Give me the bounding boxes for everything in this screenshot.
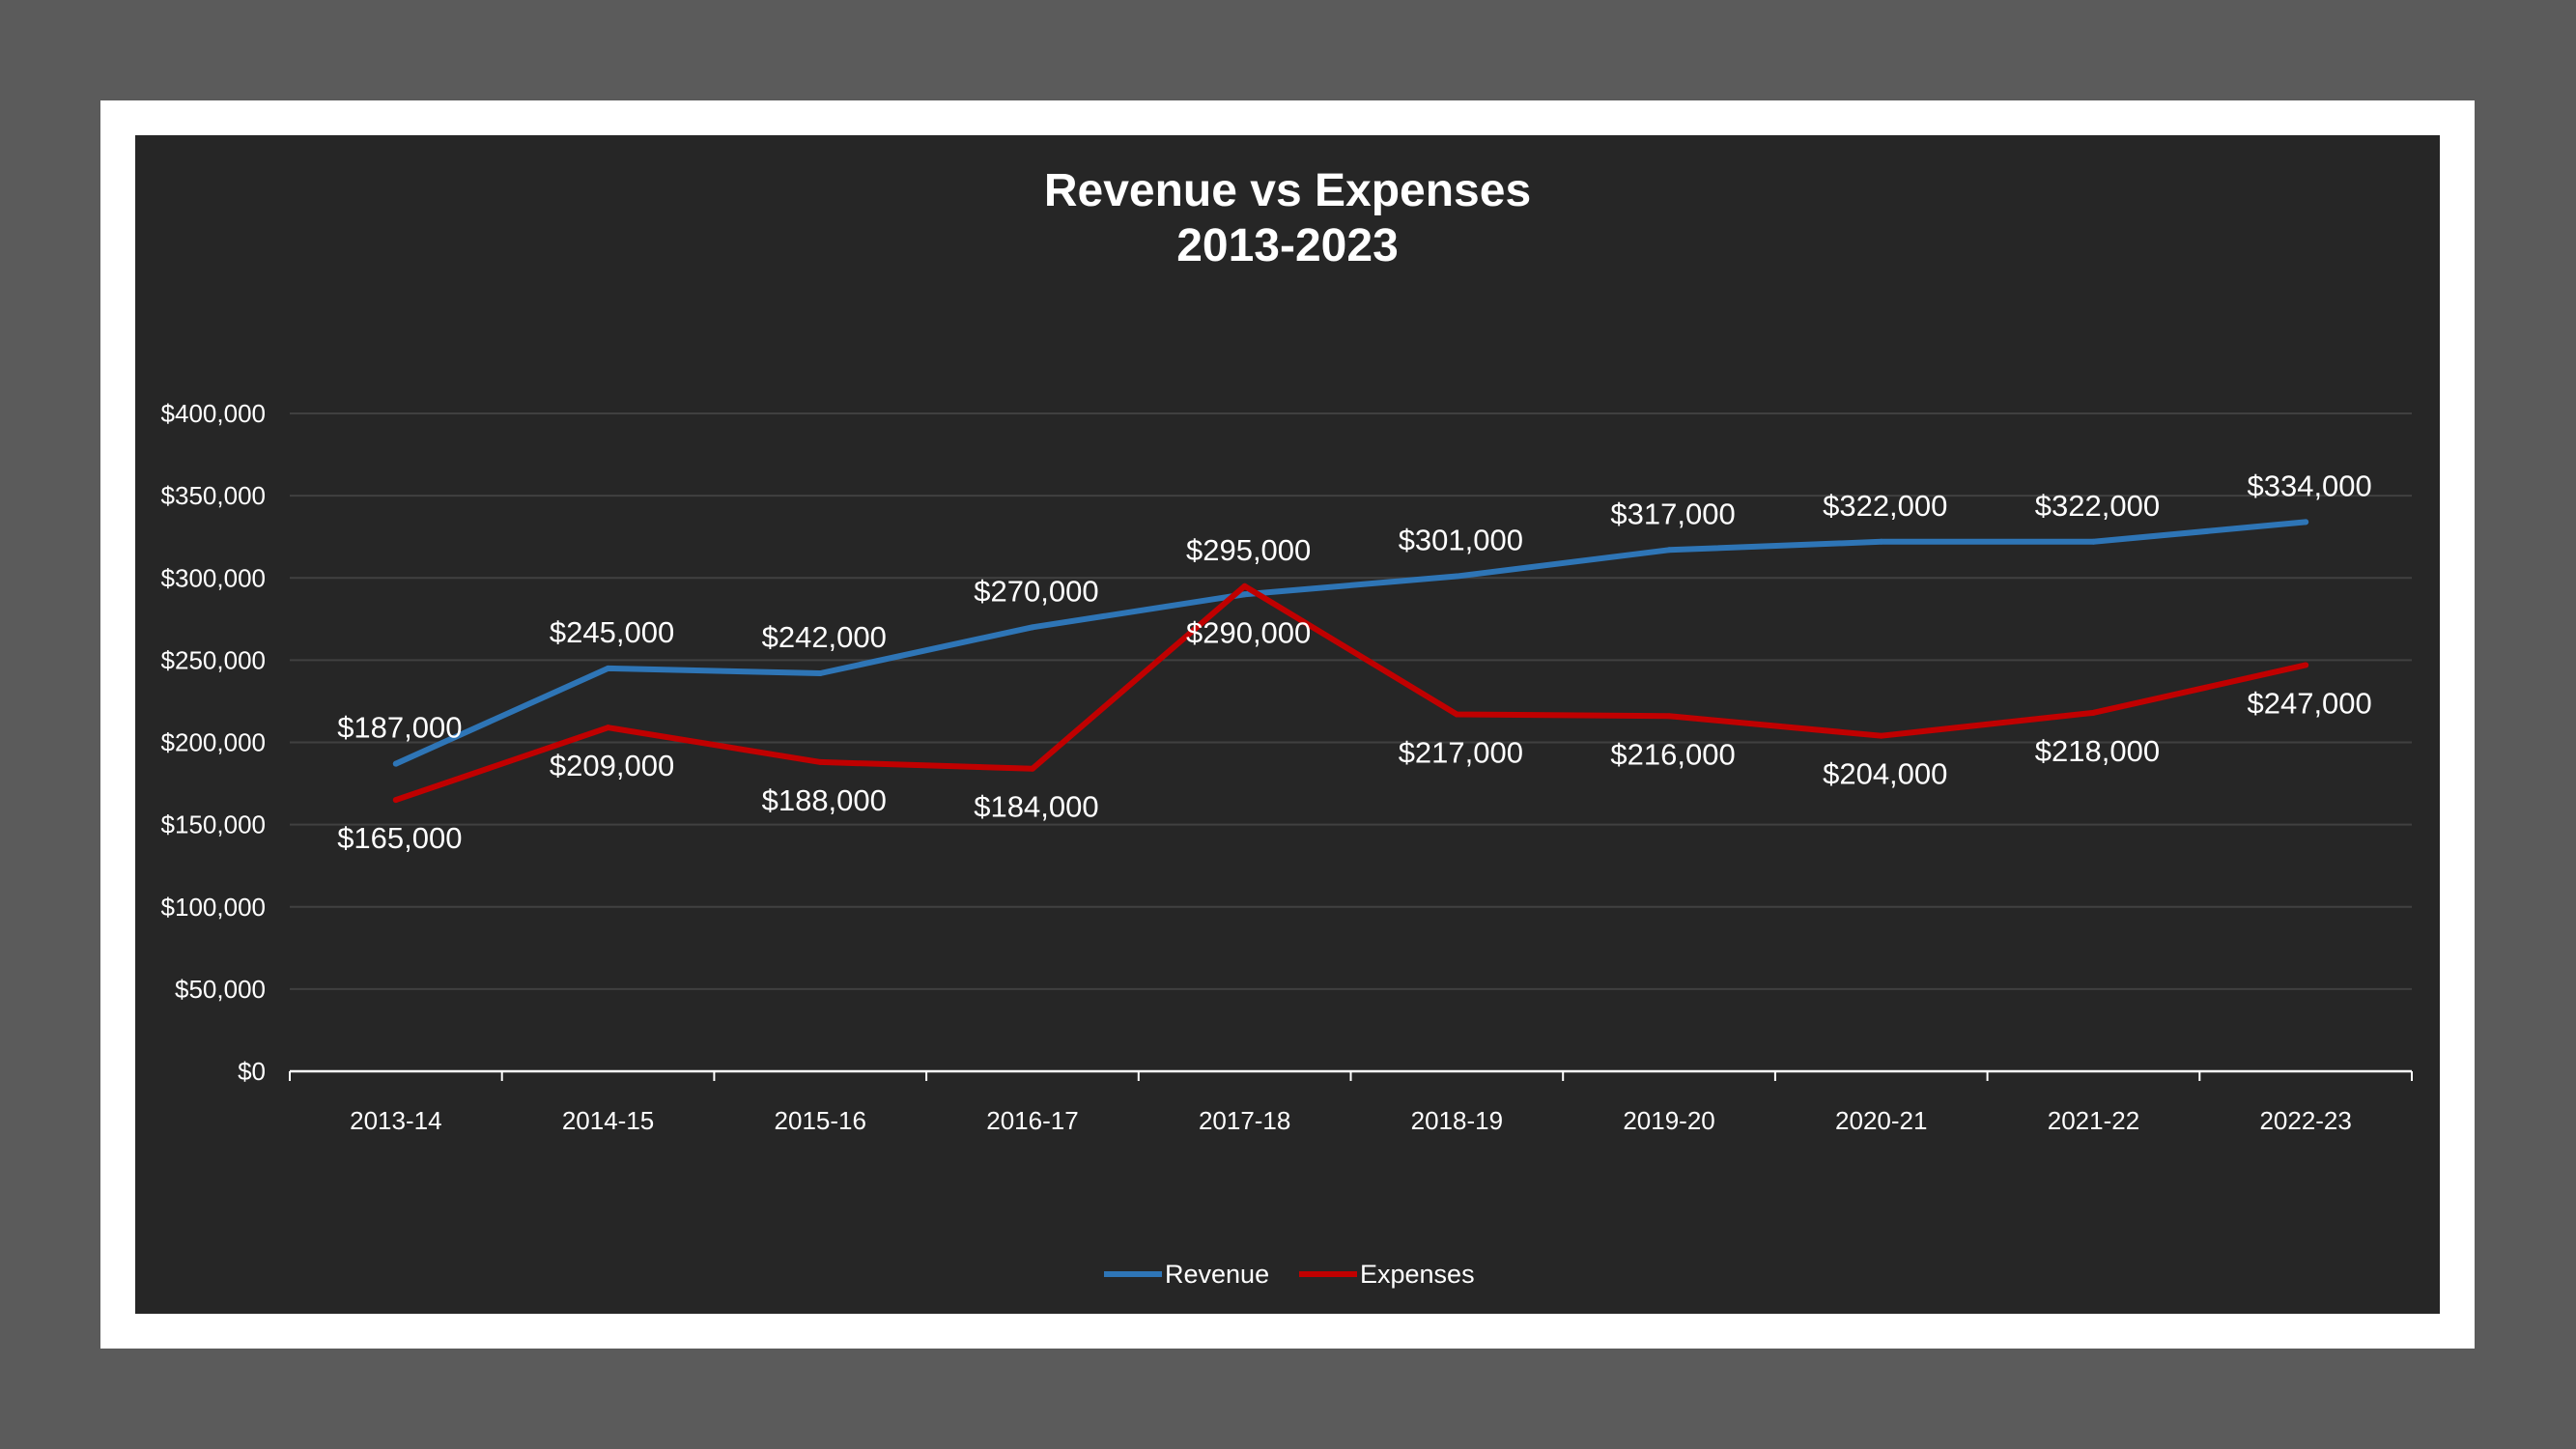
legend-item-expenses: Expenses <box>1299 1260 1475 1289</box>
expenses-point <box>1878 732 1884 739</box>
y-tick-label: $250,000 <box>161 645 266 674</box>
gridlines <box>290 412 2412 990</box>
expenses-data-label: $216,000 <box>1610 737 1735 771</box>
series-line-revenue <box>392 519 2309 767</box>
expenses-data-label: $165,000 <box>337 821 462 855</box>
legend-label: Expenses <box>1360 1260 1475 1289</box>
expenses-point <box>1029 765 1035 772</box>
expenses-point <box>392 797 399 804</box>
revenue-point <box>1878 538 1884 545</box>
series-lines <box>392 519 2309 804</box>
legend-label: Revenue <box>1165 1260 1269 1289</box>
revenue-data-label: $187,000 <box>337 711 462 745</box>
chart-title-line2: 2013-2023 <box>1176 220 1399 271</box>
revenue-point <box>2303 519 2309 526</box>
expenses-point <box>1454 711 1460 718</box>
y-tick-label: $150,000 <box>161 810 266 839</box>
revenue-point <box>1666 547 1673 554</box>
revenue-point <box>1454 573 1460 580</box>
x-tick-label: 2022-23 <box>2259 1106 2351 1135</box>
revenue-point <box>392 760 399 767</box>
x-tick-label: 2017-18 <box>1199 1106 1290 1135</box>
expenses-point <box>1241 582 1248 589</box>
expenses-data-label: $218,000 <box>2035 734 2160 768</box>
expenses-point <box>605 724 611 731</box>
revenue-point <box>605 665 611 671</box>
revenue-data-label: $334,000 <box>2247 469 2371 502</box>
revenue-data-label: $245,000 <box>550 615 674 649</box>
expenses-point <box>1666 713 1673 720</box>
x-tick-label: 2014-15 <box>562 1106 654 1135</box>
x-tick-label: 2020-21 <box>1835 1106 1927 1135</box>
expenses-point <box>817 758 824 765</box>
expenses-point <box>2303 662 2309 668</box>
x-tick-label: 2016-17 <box>986 1106 1078 1135</box>
legend: Revenue Expenses <box>1104 1260 1475 1289</box>
revenue-data-label: $242,000 <box>762 620 887 654</box>
chart-title-line1: Revenue vs Expenses <box>1044 165 1531 216</box>
revenue-data-label: $322,000 <box>1823 489 1947 523</box>
expenses-data-label: $209,000 <box>550 749 674 782</box>
x-tick-label: 2015-16 <box>775 1106 866 1135</box>
revenue-data-label: $301,000 <box>1399 524 1523 557</box>
revenue-point <box>817 669 824 676</box>
y-tick-label: $50,000 <box>175 975 266 1004</box>
revenue-data-label: $322,000 <box>2035 489 2160 523</box>
revenue-point <box>1241 591 1248 598</box>
revenue-data-label: $270,000 <box>974 574 1098 608</box>
chart-panel: Revenue vs Expenses 2013-2023 $0 $50,000 $… <box>135 135 2440 1314</box>
chart-frame: Revenue vs Expenses 2013-2023 $0 $50,000 $… <box>100 100 2475 1349</box>
y-tick-label: $100,000 <box>161 893 266 922</box>
x-tick-label: 2018-19 <box>1411 1106 1503 1135</box>
revenue-point <box>2090 538 2097 545</box>
expenses-point <box>2090 709 2097 716</box>
series-line-expenses <box>392 582 2309 804</box>
x-tick-label: 2019-20 <box>1623 1106 1714 1135</box>
data-labels: $187,000 $245,000 $242,000 $270,000 $290,000… <box>337 469 2372 855</box>
y-tick-label: $350,000 <box>161 481 266 510</box>
y-tick-label: $0 <box>238 1057 266 1086</box>
expenses-data-label: $247,000 <box>2247 686 2371 720</box>
line-chart: Revenue vs Expenses 2013-2023 $0$50,000$… <box>161 165 2413 1289</box>
y-tick-label: $200,000 <box>161 728 266 757</box>
expenses-data-label: $188,000 <box>762 783 887 817</box>
y-tick-label: $400,000 <box>161 399 266 428</box>
x-tick-label: 2013-14 <box>350 1106 441 1135</box>
revenue-data-label: $290,000 <box>1186 615 1311 649</box>
x-tick-label: 2021-22 <box>2048 1106 2139 1135</box>
y-tick-label: $300,000 <box>161 563 266 592</box>
revenue-data-label: $317,000 <box>1610 497 1735 530</box>
expenses-data-label: $217,000 <box>1399 736 1523 770</box>
expenses-data-label: $204,000 <box>1823 757 1947 791</box>
revenue-point <box>1029 624 1035 631</box>
expenses-data-label: $184,000 <box>974 790 1098 824</box>
axes: $0 $50,000 $100,000 $150,000 $200,000 $250,00… <box>161 399 2413 1135</box>
expenses-data-label: $295,000 <box>1186 533 1311 567</box>
legend-item-revenue: Revenue <box>1104 1260 1269 1289</box>
